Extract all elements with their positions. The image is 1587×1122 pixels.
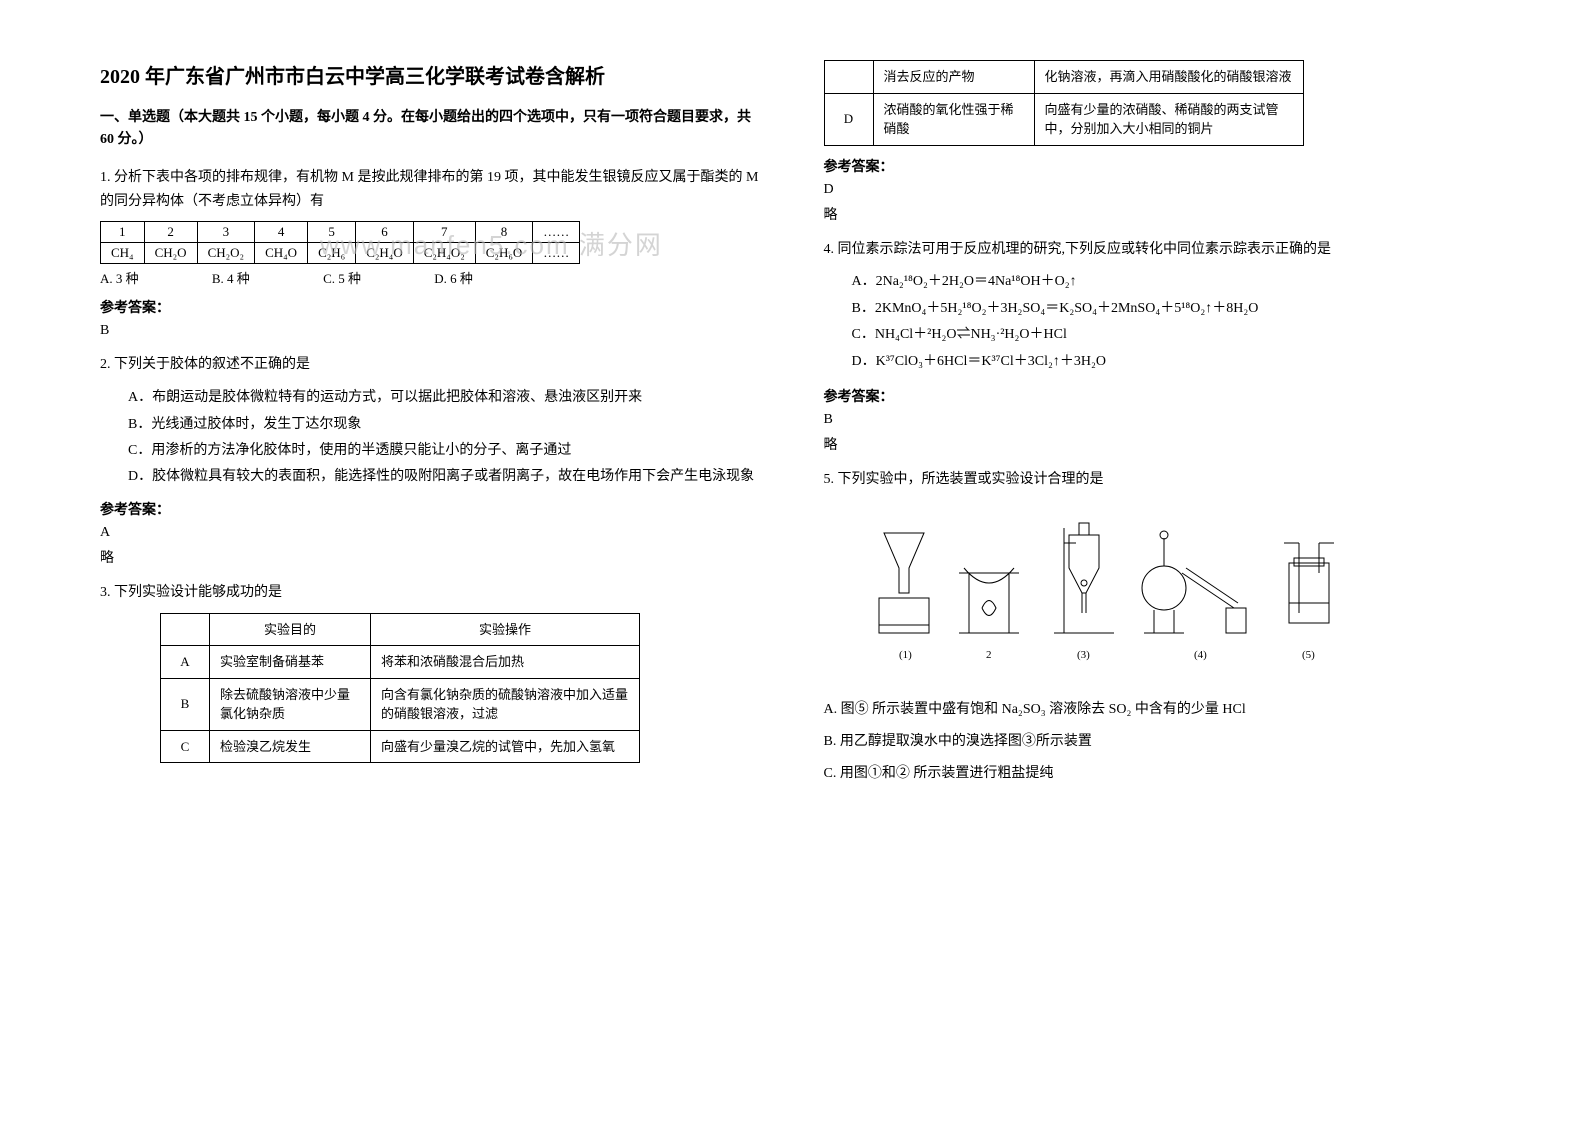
q5-opt-c: C. 用图①和② 所示装置进行粗盐提纯 <box>824 762 1488 786</box>
th: …… <box>533 222 580 243</box>
answer-brief: 略 <box>824 204 1488 224</box>
left-column: 2020 年广东省广州市市白云中学高三化学联考试卷含解析 一、单选题（本大题共 … <box>100 60 764 794</box>
th: 1 <box>101 222 145 243</box>
td: 消去反应的产物 <box>873 61 1034 94</box>
td: CH₂O <box>144 243 197 264</box>
q2-opt-b: B．光线通过胶体时，发生丁达尔现象 <box>128 412 764 439</box>
table-row: 消去反应的产物 化钠溶液，再滴入用硝酸酸化的硝酸银溶液 <box>824 61 1303 94</box>
table-row: 1 2 3 4 5 6 7 8 …… <box>101 222 580 243</box>
td: 除去硫酸钠溶液中少量氯化钠杂质 <box>210 678 371 730</box>
answer-label: 参考答案： <box>100 499 764 519</box>
q5-opt-b: B. 用乙醇提取溴水中的溴选择图③所示装置 <box>824 730 1488 754</box>
apparatus-2-icon <box>959 568 1019 633</box>
q3-table-right: 消去反应的产物 化钠溶液，再滴入用硝酸酸化的硝酸银溶液 D 浓硝酸的氧化性强于稀… <box>824 60 1304 146</box>
opt-a: A. 3 种 <box>100 271 139 286</box>
question-4: 4. 同位素示踪法可用于反应机理的研究,下列反应或转化中同位素示踪表示正确的是 <box>824 238 1488 262</box>
answer-label: 参考答案： <box>100 297 764 317</box>
answer-label: 参考答案： <box>824 386 1488 406</box>
q4-opt-a: A．2Na₂¹⁸O₂＋2H₂O＝4Na¹⁸OH＋O₂↑ <box>852 269 1488 296</box>
td: 实验室制备硝基苯 <box>210 646 371 679</box>
row-label <box>824 61 873 94</box>
td: 向含有氯化钠杂质的硫酸钠溶液中加入适量的硝酸银溶液，过滤 <box>371 678 640 730</box>
td: 检验溴乙烷发生 <box>210 730 371 763</box>
page-container: 2020 年广东省广州市市白云中学高三化学联考试卷含解析 一、单选题（本大题共 … <box>0 0 1587 834</box>
td: 向盛有少量的浓硝酸、稀硝酸的两支试管中，分别加入大小相同的铜片 <box>1034 93 1303 145</box>
opt-c: C. 5 种 <box>323 271 361 286</box>
q4-opt-c: C．NH₄Cl＋²H₂O⇌NH₃·²H₂O＋HCl <box>852 322 1488 349</box>
q5-opt-a: A. 图⑤ 所示装置中盛有饱和 Na₂SO₃ 溶液除去 SO₂ 中含有的少量 H… <box>824 698 1488 722</box>
q1-table: 1 2 3 4 5 6 7 8 …… CH₄ CH₂O CH₂O₂ CH₄O C… <box>100 221 580 264</box>
section-heading: 一、单选题（本大题共 15 个小题，每小题 4 分。在每小题给出的四个选项中，只… <box>100 107 764 152</box>
row-label: C <box>161 730 210 763</box>
th: 8 <box>475 222 533 243</box>
th: 4 <box>255 222 308 243</box>
td: …… <box>533 243 580 264</box>
opt-d: D. 6 种 <box>434 271 473 286</box>
th: 6 <box>356 222 414 243</box>
row-label: D <box>824 93 873 145</box>
th: 3 <box>197 222 255 243</box>
table-row: B 除去硫酸钠溶液中少量氯化钠杂质 向含有氯化钠杂质的硫酸钠溶液中加入适量的硝酸… <box>161 678 640 730</box>
q3-table-left: 实验目的 实验操作 A 实验室制备硝基苯 将苯和浓硝酸混合后加热 B 除去硫酸钠… <box>160 613 640 764</box>
td: CH₂O₂ <box>197 243 255 264</box>
q4-opt-b: B．2KMnO₄＋5H₂¹⁸O₂＋3H₂SO₄＝K₂SO₄＋2MnSO₄＋5¹⁸… <box>852 296 1488 323</box>
th: 7 <box>413 222 475 243</box>
q4-opt-d: D．K³⁷ClO₃＋6HCl＝K³⁷Cl＋3Cl₂↑＋3H₂O <box>852 349 1488 376</box>
q2-opt-d: D．胶体微粒具有较大的表面积，能选择性的吸附阳离子或者阴离子，故在电场作用下会产… <box>128 465 764 489</box>
table-row: A 实验室制备硝基苯 将苯和浓硝酸混合后加热 <box>161 646 640 679</box>
apparatus-label: (5) <box>1302 649 1315 661</box>
answer-4: B <box>824 412 1488 428</box>
td: 将苯和浓硝酸混合后加热 <box>371 646 640 679</box>
apparatus-label: (3) <box>1077 649 1090 661</box>
question-1: 1. 分析下表中各项的排布规律，有机物 M 是按此规律排布的第 19 项，其中能… <box>100 166 764 214</box>
opt-b: B. 4 种 <box>212 271 250 286</box>
q2-opt-c: C．用渗析的方法净化胶体时，使用的半透膜只能让小的分子、离子通过 <box>128 438 764 465</box>
table-row: 实验目的 实验操作 <box>161 613 640 646</box>
answer-brief: 略 <box>824 434 1488 454</box>
question-5: 5. 下列实验中，所选装置或实验设计合理的是 <box>824 468 1488 492</box>
td: C₂H₄O <box>356 243 414 264</box>
td: C₂H₄O₂ <box>413 243 475 264</box>
td <box>161 613 210 646</box>
table-row: D 浓硝酸的氧化性强于稀硝酸 向盛有少量的浓硝酸、稀硝酸的两支试管中，分别加入大… <box>824 93 1303 145</box>
td: CH₄O <box>255 243 308 264</box>
row-label: B <box>161 678 210 730</box>
table-row: CH₄ CH₂O CH₂O₂ CH₄O C₂H₆ C₂H₄O C₂H₄O₂ C₂… <box>101 243 580 264</box>
answer-label: 参考答案： <box>824 156 1488 176</box>
answer-3: D <box>824 182 1488 198</box>
apparatus-diagram: (1) 2 (3) <box>864 513 1344 673</box>
q1-options: A. 3 种 B. 4 种 C. 5 种 D. 6 种 <box>100 268 764 287</box>
th-operation: 实验操作 <box>371 613 640 646</box>
apparatus-label: 2 <box>986 649 992 661</box>
question-2: 2. 下列关于胶体的叙述不正确的是 <box>100 353 764 377</box>
td: C₂H₆ <box>308 243 356 264</box>
td: CH₄ <box>101 243 145 264</box>
row-label: A <box>161 646 210 679</box>
apparatus-label: (4) <box>1194 649 1207 661</box>
apparatus-1-icon <box>879 533 929 633</box>
td: 浓硝酸的氧化性强于稀硝酸 <box>873 93 1034 145</box>
apparatus-label: (1) <box>899 649 912 661</box>
answer-1: B <box>100 323 764 339</box>
answer-brief: 略 <box>100 547 764 567</box>
right-column: 消去反应的产物 化钠溶液，再滴入用硝酸酸化的硝酸银溶液 D 浓硝酸的氧化性强于稀… <box>824 60 1488 794</box>
th: 2 <box>144 222 197 243</box>
td: C₂H₆O <box>475 243 533 264</box>
question-3: 3. 下列实验设计能够成功的是 <box>100 581 764 605</box>
th: 5 <box>308 222 356 243</box>
exam-title: 2020 年广东省广州市市白云中学高三化学联考试卷含解析 <box>100 60 764 89</box>
th-purpose: 实验目的 <box>210 613 371 646</box>
answer-2: A <box>100 525 764 541</box>
apparatus-4-icon <box>1142 531 1246 633</box>
td: 向盛有少量溴乙烷的试管中，先加入氢氧 <box>371 730 640 763</box>
td: 化钠溶液，再滴入用硝酸酸化的硝酸银溶液 <box>1034 61 1303 94</box>
apparatus-5-icon <box>1284 543 1334 623</box>
apparatus-3-icon <box>1054 523 1114 633</box>
table-row: C 检验溴乙烷发生 向盛有少量溴乙烷的试管中，先加入氢氧 <box>161 730 640 763</box>
q2-opt-a: A．布朗运动是胶体微粒特有的运动方式，可以据此把胶体和溶液、悬浊液区别开来 <box>128 385 764 412</box>
